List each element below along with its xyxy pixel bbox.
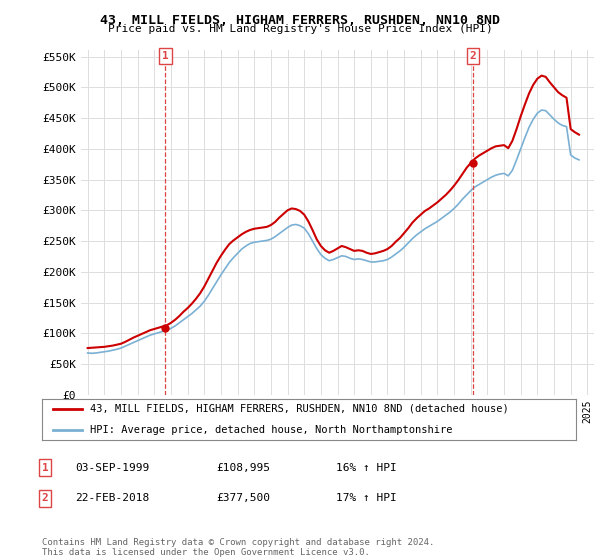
Text: 43, MILL FIELDS, HIGHAM FERRERS, RUSHDEN, NN10 8ND (detached house): 43, MILL FIELDS, HIGHAM FERRERS, RUSHDEN… — [90, 404, 509, 414]
Text: HPI: Average price, detached house, North Northamptonshire: HPI: Average price, detached house, Nort… — [90, 425, 452, 435]
Text: 2: 2 — [470, 51, 476, 61]
Text: 17% ↑ HPI: 17% ↑ HPI — [336, 493, 397, 503]
Text: 2: 2 — [41, 493, 49, 503]
Text: 1: 1 — [41, 463, 49, 473]
Text: 03-SEP-1999: 03-SEP-1999 — [75, 463, 149, 473]
Text: £108,995: £108,995 — [216, 463, 270, 473]
Text: 43, MILL FIELDS, HIGHAM FERRERS, RUSHDEN, NN10 8ND: 43, MILL FIELDS, HIGHAM FERRERS, RUSHDEN… — [100, 14, 500, 27]
Text: Contains HM Land Registry data © Crown copyright and database right 2024.
This d: Contains HM Land Registry data © Crown c… — [42, 538, 434, 557]
Text: Price paid vs. HM Land Registry's House Price Index (HPI): Price paid vs. HM Land Registry's House … — [107, 24, 493, 34]
Text: 22-FEB-2018: 22-FEB-2018 — [75, 493, 149, 503]
Text: £377,500: £377,500 — [216, 493, 270, 503]
Text: 1: 1 — [162, 51, 169, 61]
Text: 16% ↑ HPI: 16% ↑ HPI — [336, 463, 397, 473]
